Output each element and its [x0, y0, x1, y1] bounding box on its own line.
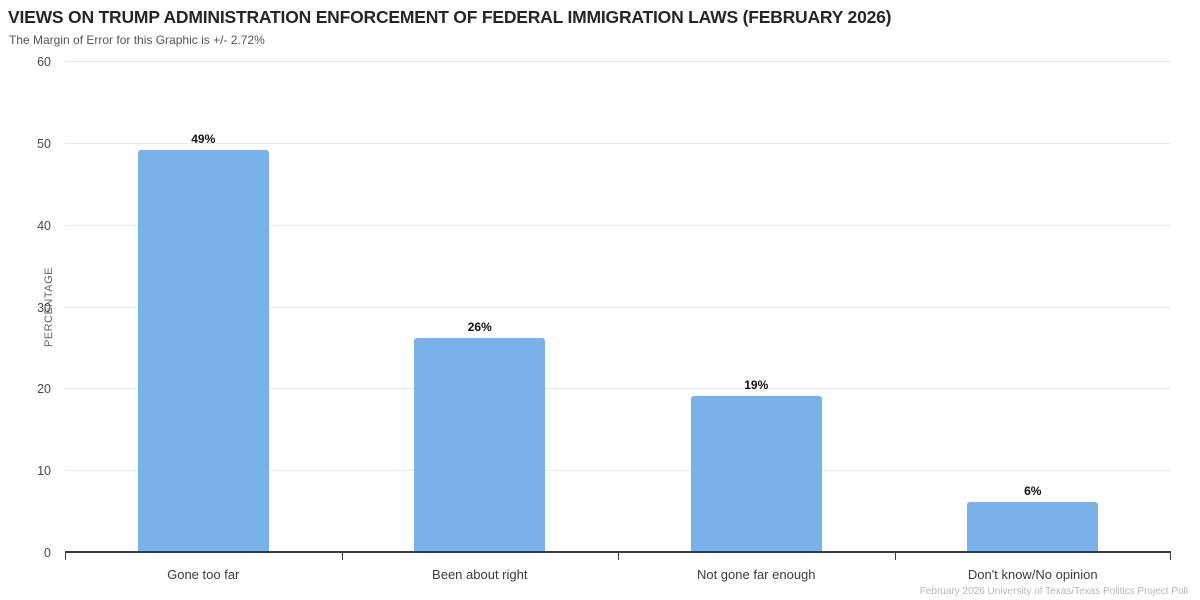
- x-category-label-1: Gone too far: [167, 567, 240, 582]
- x-axis-tick-0: [65, 551, 66, 560]
- bar-value-label-3: 19%: [744, 377, 769, 392]
- y-tick-label-50: 50: [37, 136, 51, 151]
- gridline-50: [65, 142, 1171, 144]
- bar-value-label-1: 49%: [191, 132, 216, 147]
- y-tick-label-0: 0: [44, 546, 51, 560]
- y-tick-label-30: 30: [37, 300, 51, 315]
- x-category-label-2: Been about right: [432, 567, 528, 582]
- bar-4: [967, 501, 1099, 551]
- x-axis-tick-3: [894, 551, 896, 560]
- bar-value-label-4: 6%: [1024, 483, 1042, 498]
- y-tick-label-10: 10: [37, 464, 51, 479]
- gridline-10: [65, 470, 1171, 472]
- bar-value-label-2: 26%: [467, 320, 492, 335]
- x-axis-tick-4: [1170, 551, 1171, 560]
- gridline-60: [65, 61, 1171, 62]
- bar-2: [414, 338, 546, 551]
- source-credit: February 2026 University of Texas/Texas …: [919, 586, 1188, 597]
- bar-3: [690, 395, 822, 551]
- y-tick-label-60: 60: [37, 55, 51, 69]
- x-axis-tick-1: [341, 551, 343, 560]
- gridline-20: [65, 388, 1171, 390]
- x-category-label-3: Not gone far enough: [696, 567, 816, 582]
- gridline-40: [65, 224, 1171, 226]
- chart-title: VIEWS ON TRUMP ADMINISTRATION ENFORCEMEN…: [8, 7, 892, 27]
- y-tick-label-20: 20: [37, 382, 51, 397]
- x-category-label-4: Don't know/No opinion: [967, 567, 1098, 582]
- x-axis-tick-2: [618, 551, 619, 560]
- y-tick-label-40: 40: [37, 218, 51, 233]
- bar-1: [137, 150, 269, 551]
- bar-chart-plot-area: PERCENTAGE 0 10 20 30 40 50 60 49% 26% 19% 6% Gon…: [37, 55, 1171, 582]
- chart-subtitle: The Margin of Error for this Graphic is …: [9, 33, 265, 47]
- gridline-30: [65, 306, 1171, 308]
